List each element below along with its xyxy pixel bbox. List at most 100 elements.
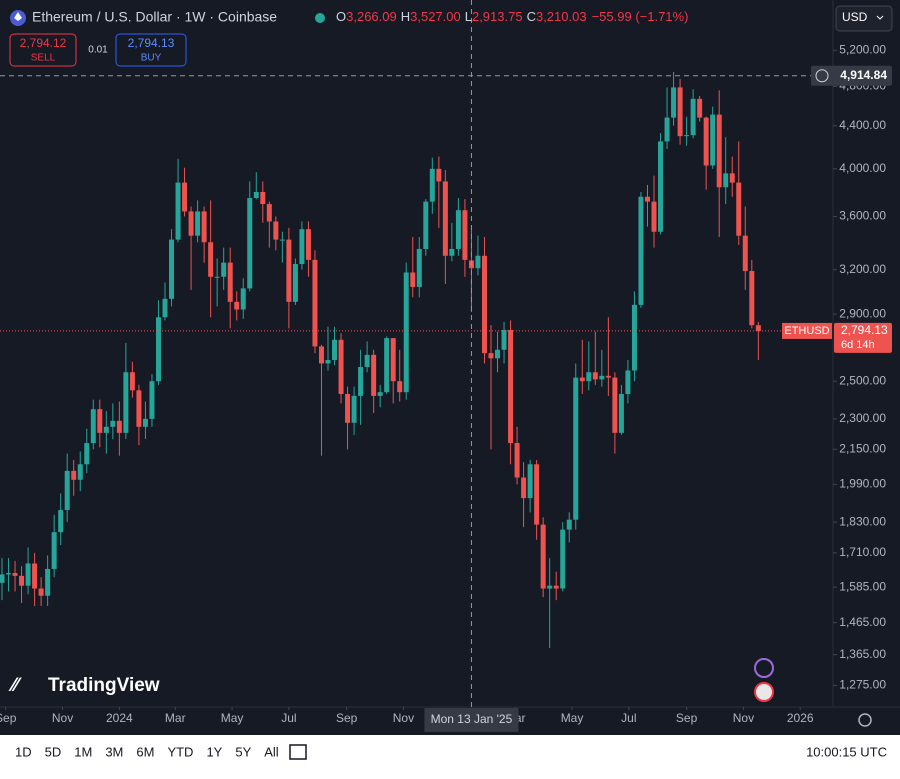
candle-body bbox=[332, 339, 338, 361]
flag-icon[interactable] bbox=[754, 682, 774, 702]
ohlc-key: L bbox=[465, 9, 472, 24]
candle-body bbox=[266, 204, 272, 222]
buy-price[interactable]: 2,794.13 bbox=[128, 36, 175, 50]
x-tick-label: Mar bbox=[165, 711, 186, 725]
candle-body bbox=[162, 298, 168, 318]
candle-body bbox=[227, 262, 233, 302]
candle-body bbox=[142, 418, 148, 427]
y-tick-label: 1,365.00 bbox=[839, 647, 886, 661]
buy-button[interactable] bbox=[115, 33, 187, 67]
y-tick-label: 1,990.00 bbox=[839, 476, 886, 490]
candle-body bbox=[638, 196, 644, 305]
candle-body bbox=[586, 372, 592, 382]
candle-body bbox=[462, 210, 468, 260]
candle-body bbox=[129, 372, 135, 391]
range-button[interactable]: 1D bbox=[15, 744, 32, 759]
candle-body bbox=[260, 192, 266, 205]
candle-body bbox=[71, 470, 77, 480]
flash-icon[interactable] bbox=[754, 658, 774, 678]
x-tick-label: Nov bbox=[393, 711, 414, 725]
y-tick-label: 1,275.00 bbox=[839, 678, 886, 692]
x-tick-label: Jul bbox=[281, 711, 296, 725]
x-tick-label: Sep bbox=[336, 711, 358, 725]
candle-body bbox=[410, 272, 416, 287]
candle-body bbox=[247, 197, 253, 289]
range-button[interactable]: YTD bbox=[167, 744, 193, 759]
range-button[interactable]: 3M bbox=[105, 744, 123, 759]
candle-body bbox=[318, 346, 324, 364]
y-tick-label: 2,300.00 bbox=[839, 411, 886, 425]
candle-body bbox=[64, 470, 70, 510]
buy-label[interactable]: BUY bbox=[141, 53, 162, 64]
range-button[interactable]: All bbox=[264, 744, 279, 759]
ohlc-value: 2,913.75 bbox=[472, 9, 523, 24]
candle-body bbox=[644, 196, 650, 202]
candle-body bbox=[208, 242, 214, 277]
ohlc: O3,266.09 H3,527.00 L2,913.75 C3,210.03 −55.… bbox=[336, 9, 688, 24]
range-button[interactable]: 5Y bbox=[235, 744, 251, 759]
plot: 5,200.004,800.004,400.004,000.003,600.00… bbox=[0, 0, 892, 732]
range-button[interactable]: 1M bbox=[74, 744, 92, 759]
y-tick-label: 4,000.00 bbox=[839, 161, 886, 175]
candle-body bbox=[292, 264, 298, 302]
candle-body bbox=[371, 354, 377, 396]
x-tick-label: Sep bbox=[676, 711, 698, 725]
candle-body bbox=[658, 141, 664, 232]
candle-body bbox=[612, 377, 618, 433]
currency-select[interactable] bbox=[835, 5, 893, 32]
candle-body bbox=[684, 135, 690, 137]
y-tick-label: 1,830.00 bbox=[839, 514, 886, 528]
candle-body bbox=[599, 375, 605, 380]
toolbar bbox=[0, 735, 900, 774]
clock: 10:00:15 UTC bbox=[806, 744, 887, 759]
candle-body bbox=[403, 272, 409, 393]
candle-body bbox=[84, 443, 90, 465]
crosshair-date-tag bbox=[424, 708, 519, 732]
sell-price[interactable]: 2,794.12 bbox=[20, 36, 67, 50]
candle-body bbox=[97, 409, 103, 433]
candle-body bbox=[495, 349, 501, 359]
candle-body bbox=[592, 372, 598, 380]
x-tick-label: Jul bbox=[621, 711, 636, 725]
y-tick-label: 3,600.00 bbox=[839, 209, 886, 223]
candle-body bbox=[38, 588, 44, 596]
candle-body bbox=[51, 532, 57, 569]
x-tick-label: May bbox=[561, 711, 584, 725]
candle-body bbox=[116, 420, 122, 433]
candle-body bbox=[664, 117, 670, 142]
crosshair-date-label: Mon 13 Jan '25 bbox=[431, 712, 513, 726]
candle-body bbox=[221, 262, 227, 277]
range-button[interactable]: 6M bbox=[136, 744, 154, 759]
candle-body bbox=[155, 317, 161, 382]
settings-icon[interactable] bbox=[858, 713, 872, 727]
candle-body bbox=[345, 394, 351, 423]
candle-body bbox=[77, 464, 83, 480]
candle-body bbox=[501, 329, 507, 350]
last-price-label: 2,794.13 bbox=[841, 323, 888, 337]
candle-body bbox=[45, 568, 51, 596]
ohlc-key: C bbox=[527, 9, 536, 24]
candle-body bbox=[749, 271, 755, 326]
logo: TradingView bbox=[48, 675, 160, 696]
countdown: 6d 14h bbox=[841, 339, 875, 351]
y-tick-label: 5,200.00 bbox=[839, 42, 886, 56]
y-tick-label: 1,465.00 bbox=[839, 615, 886, 629]
calendar-icon[interactable] bbox=[289, 744, 307, 760]
chart-background bbox=[0, 0, 900, 735]
candle-body bbox=[416, 248, 422, 287]
sell-button[interactable] bbox=[9, 33, 77, 67]
range-button[interactable]: 1Y bbox=[206, 744, 222, 759]
candle-body bbox=[697, 98, 703, 118]
candle-body bbox=[299, 229, 305, 265]
currency[interactable]: USD bbox=[842, 10, 868, 24]
candle-body bbox=[455, 210, 461, 249]
candle-body bbox=[723, 173, 729, 188]
candle-body bbox=[423, 201, 429, 249]
add-alert-icon[interactable] bbox=[815, 69, 829, 83]
sell-label[interactable]: SELL bbox=[31, 53, 56, 64]
range-button[interactable]: 5D bbox=[45, 744, 62, 759]
candle-body bbox=[240, 288, 246, 310]
candle-body bbox=[566, 519, 572, 530]
